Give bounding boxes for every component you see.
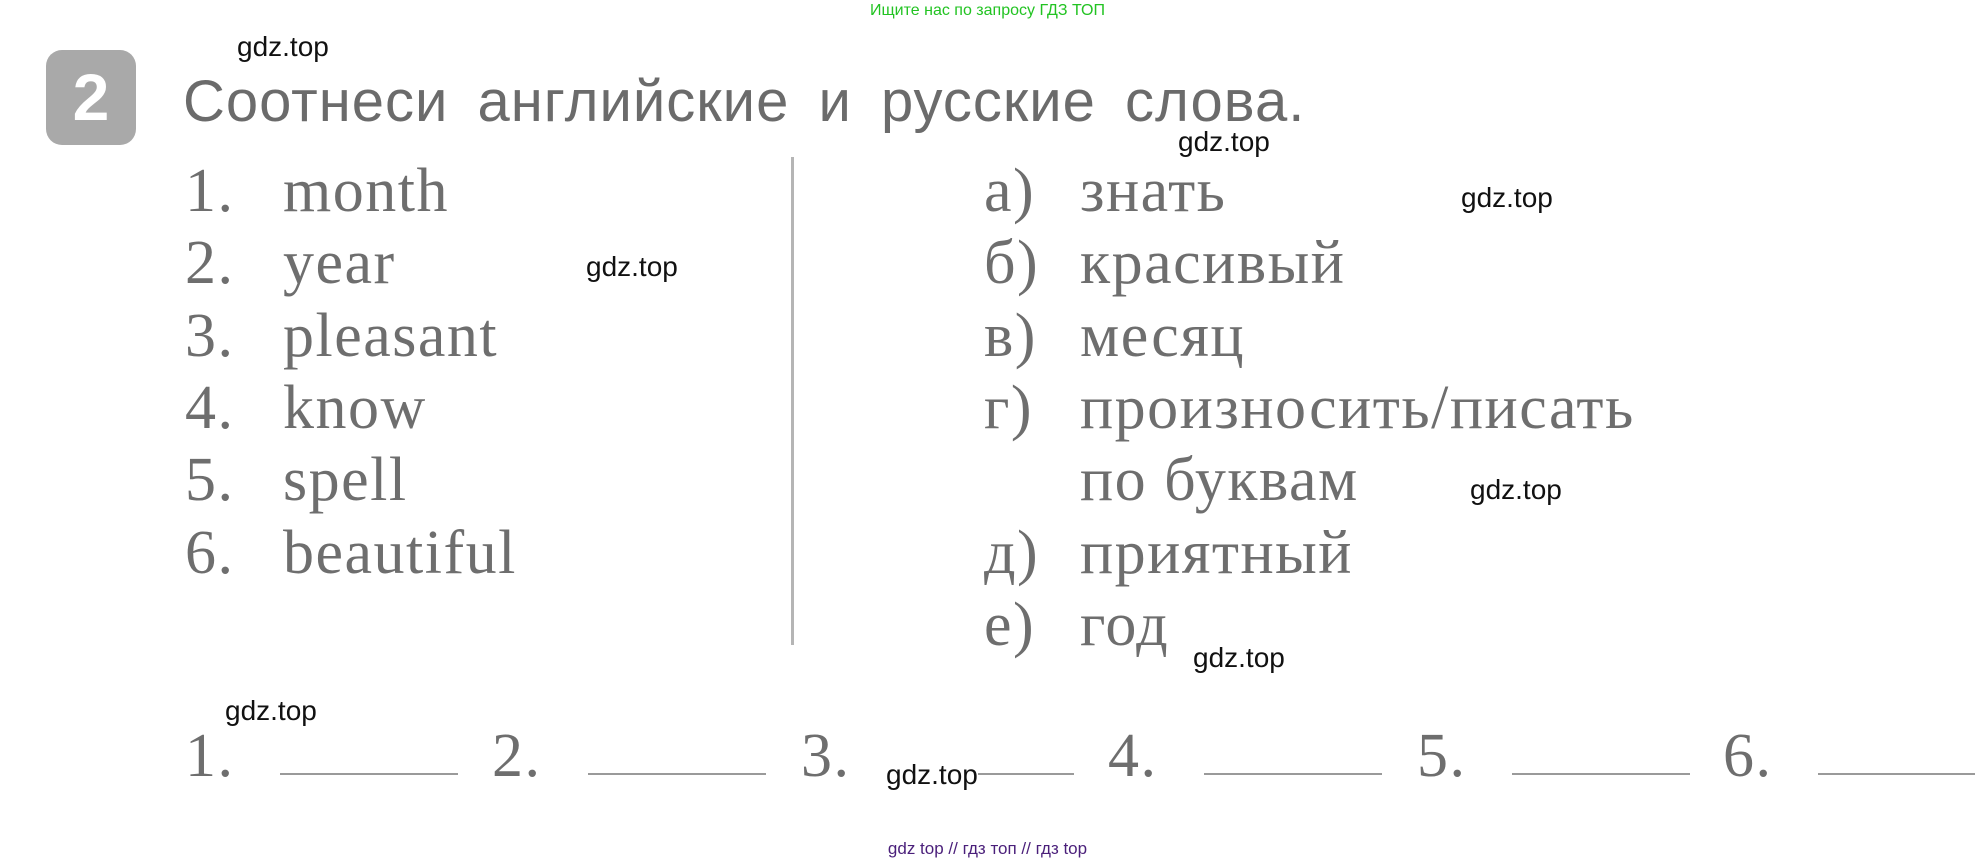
english-word: month [283, 157, 449, 225]
russian-word: знать [1080, 157, 1227, 225]
watermark: gdz.top [237, 31, 329, 62]
answer-blank-4[interactable] [1204, 773, 1382, 775]
english-word: beautiful [283, 519, 517, 587]
answer-blank-6[interactable] [1818, 773, 1975, 775]
answer-blank-2[interactable] [588, 773, 766, 775]
exercise-number-badge: 2 [46, 50, 136, 145]
footer-watermark: gdz top // гдз топ // гдз top [887, 839, 1088, 858]
english-number: 2. [185, 229, 235, 297]
english-number: 3. [185, 302, 235, 370]
russian-word: месяц [1080, 302, 1246, 370]
answer-blank-5[interactable] [1512, 773, 1690, 775]
watermark: gdz.top [225, 695, 317, 726]
exercise-title: Соотнеси английские и русские слова. [183, 69, 1306, 134]
watermark: gdz.top [1178, 126, 1270, 157]
russian-letter: д) [984, 519, 1040, 587]
english-number: 1. [185, 157, 235, 225]
russian-word: год [1080, 591, 1170, 659]
english-word: pleasant [283, 302, 499, 370]
russian-word: произносить/писать [1080, 374, 1635, 442]
answer-number: 6. [1723, 722, 1773, 790]
answer-number: 5. [1417, 722, 1467, 790]
column-divider [791, 157, 794, 645]
watermark: gdz.top [1461, 182, 1553, 213]
russian-letter: б) [984, 229, 1040, 297]
english-number: 4. [185, 374, 235, 442]
watermark: gdz.top [586, 251, 678, 282]
answer-number: 2. [492, 722, 542, 790]
russian-word: приятный [1080, 519, 1353, 587]
russian-letter: а) [984, 157, 1036, 225]
english-word: know [283, 374, 427, 442]
russian-word-continuation: по буквам [1080, 446, 1359, 514]
russian-letter: г) [984, 374, 1034, 442]
answer-blank-1[interactable] [280, 773, 458, 775]
answer-blank-3[interactable] [896, 773, 1074, 775]
english-number: 5. [185, 446, 235, 514]
answer-number: 3. [801, 722, 851, 790]
russian-letter: е) [984, 591, 1036, 659]
watermark: gdz.top [886, 759, 978, 791]
answer-number: 1. [185, 722, 235, 790]
answer-number: 4. [1108, 722, 1158, 790]
russian-word: красивый [1080, 229, 1346, 297]
top-promo-note: Ищите нас по запросу ГДЗ ТОП [870, 2, 1105, 19]
watermark: gdz.top [1470, 474, 1562, 505]
russian-letter: в) [984, 302, 1037, 370]
english-word: year [283, 229, 396, 297]
english-word: spell [283, 446, 408, 514]
watermark: gdz.top [1193, 642, 1285, 673]
english-number: 6. [185, 519, 235, 587]
